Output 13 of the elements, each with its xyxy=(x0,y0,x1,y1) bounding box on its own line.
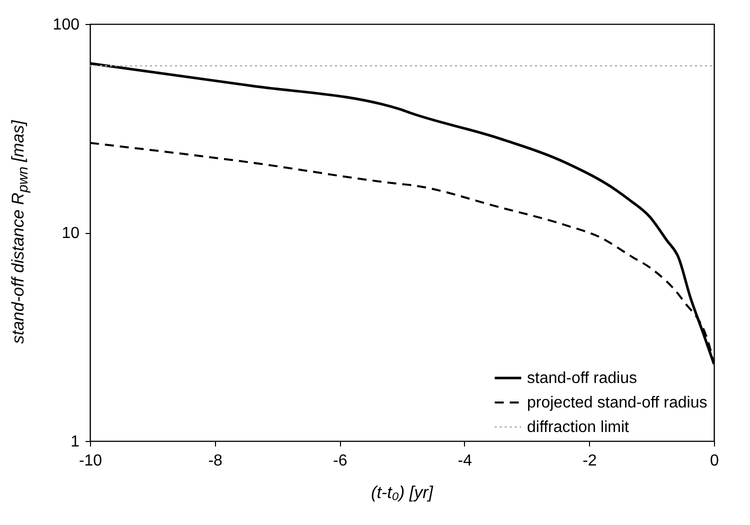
y-tick-label: 10 xyxy=(62,225,80,242)
x-axis-title: (t-t₀) [yr] xyxy=(370,483,434,503)
x-tick-label: -4 xyxy=(458,452,472,470)
x-tick-label: -8 xyxy=(208,452,223,470)
x-tick-label: 0 xyxy=(710,452,720,470)
legend-label: projected stand-off radius xyxy=(527,394,708,412)
x-tick-label: -2 xyxy=(582,452,597,470)
y-tick-label: 1 xyxy=(70,434,80,450)
x-tick-label: -6 xyxy=(332,452,348,470)
x-tick-label: -10 xyxy=(78,452,102,470)
legend-label: stand-off radius xyxy=(527,370,637,387)
y-tick-label: 100 xyxy=(52,16,80,34)
legend-label: diffraction limit xyxy=(527,419,630,436)
